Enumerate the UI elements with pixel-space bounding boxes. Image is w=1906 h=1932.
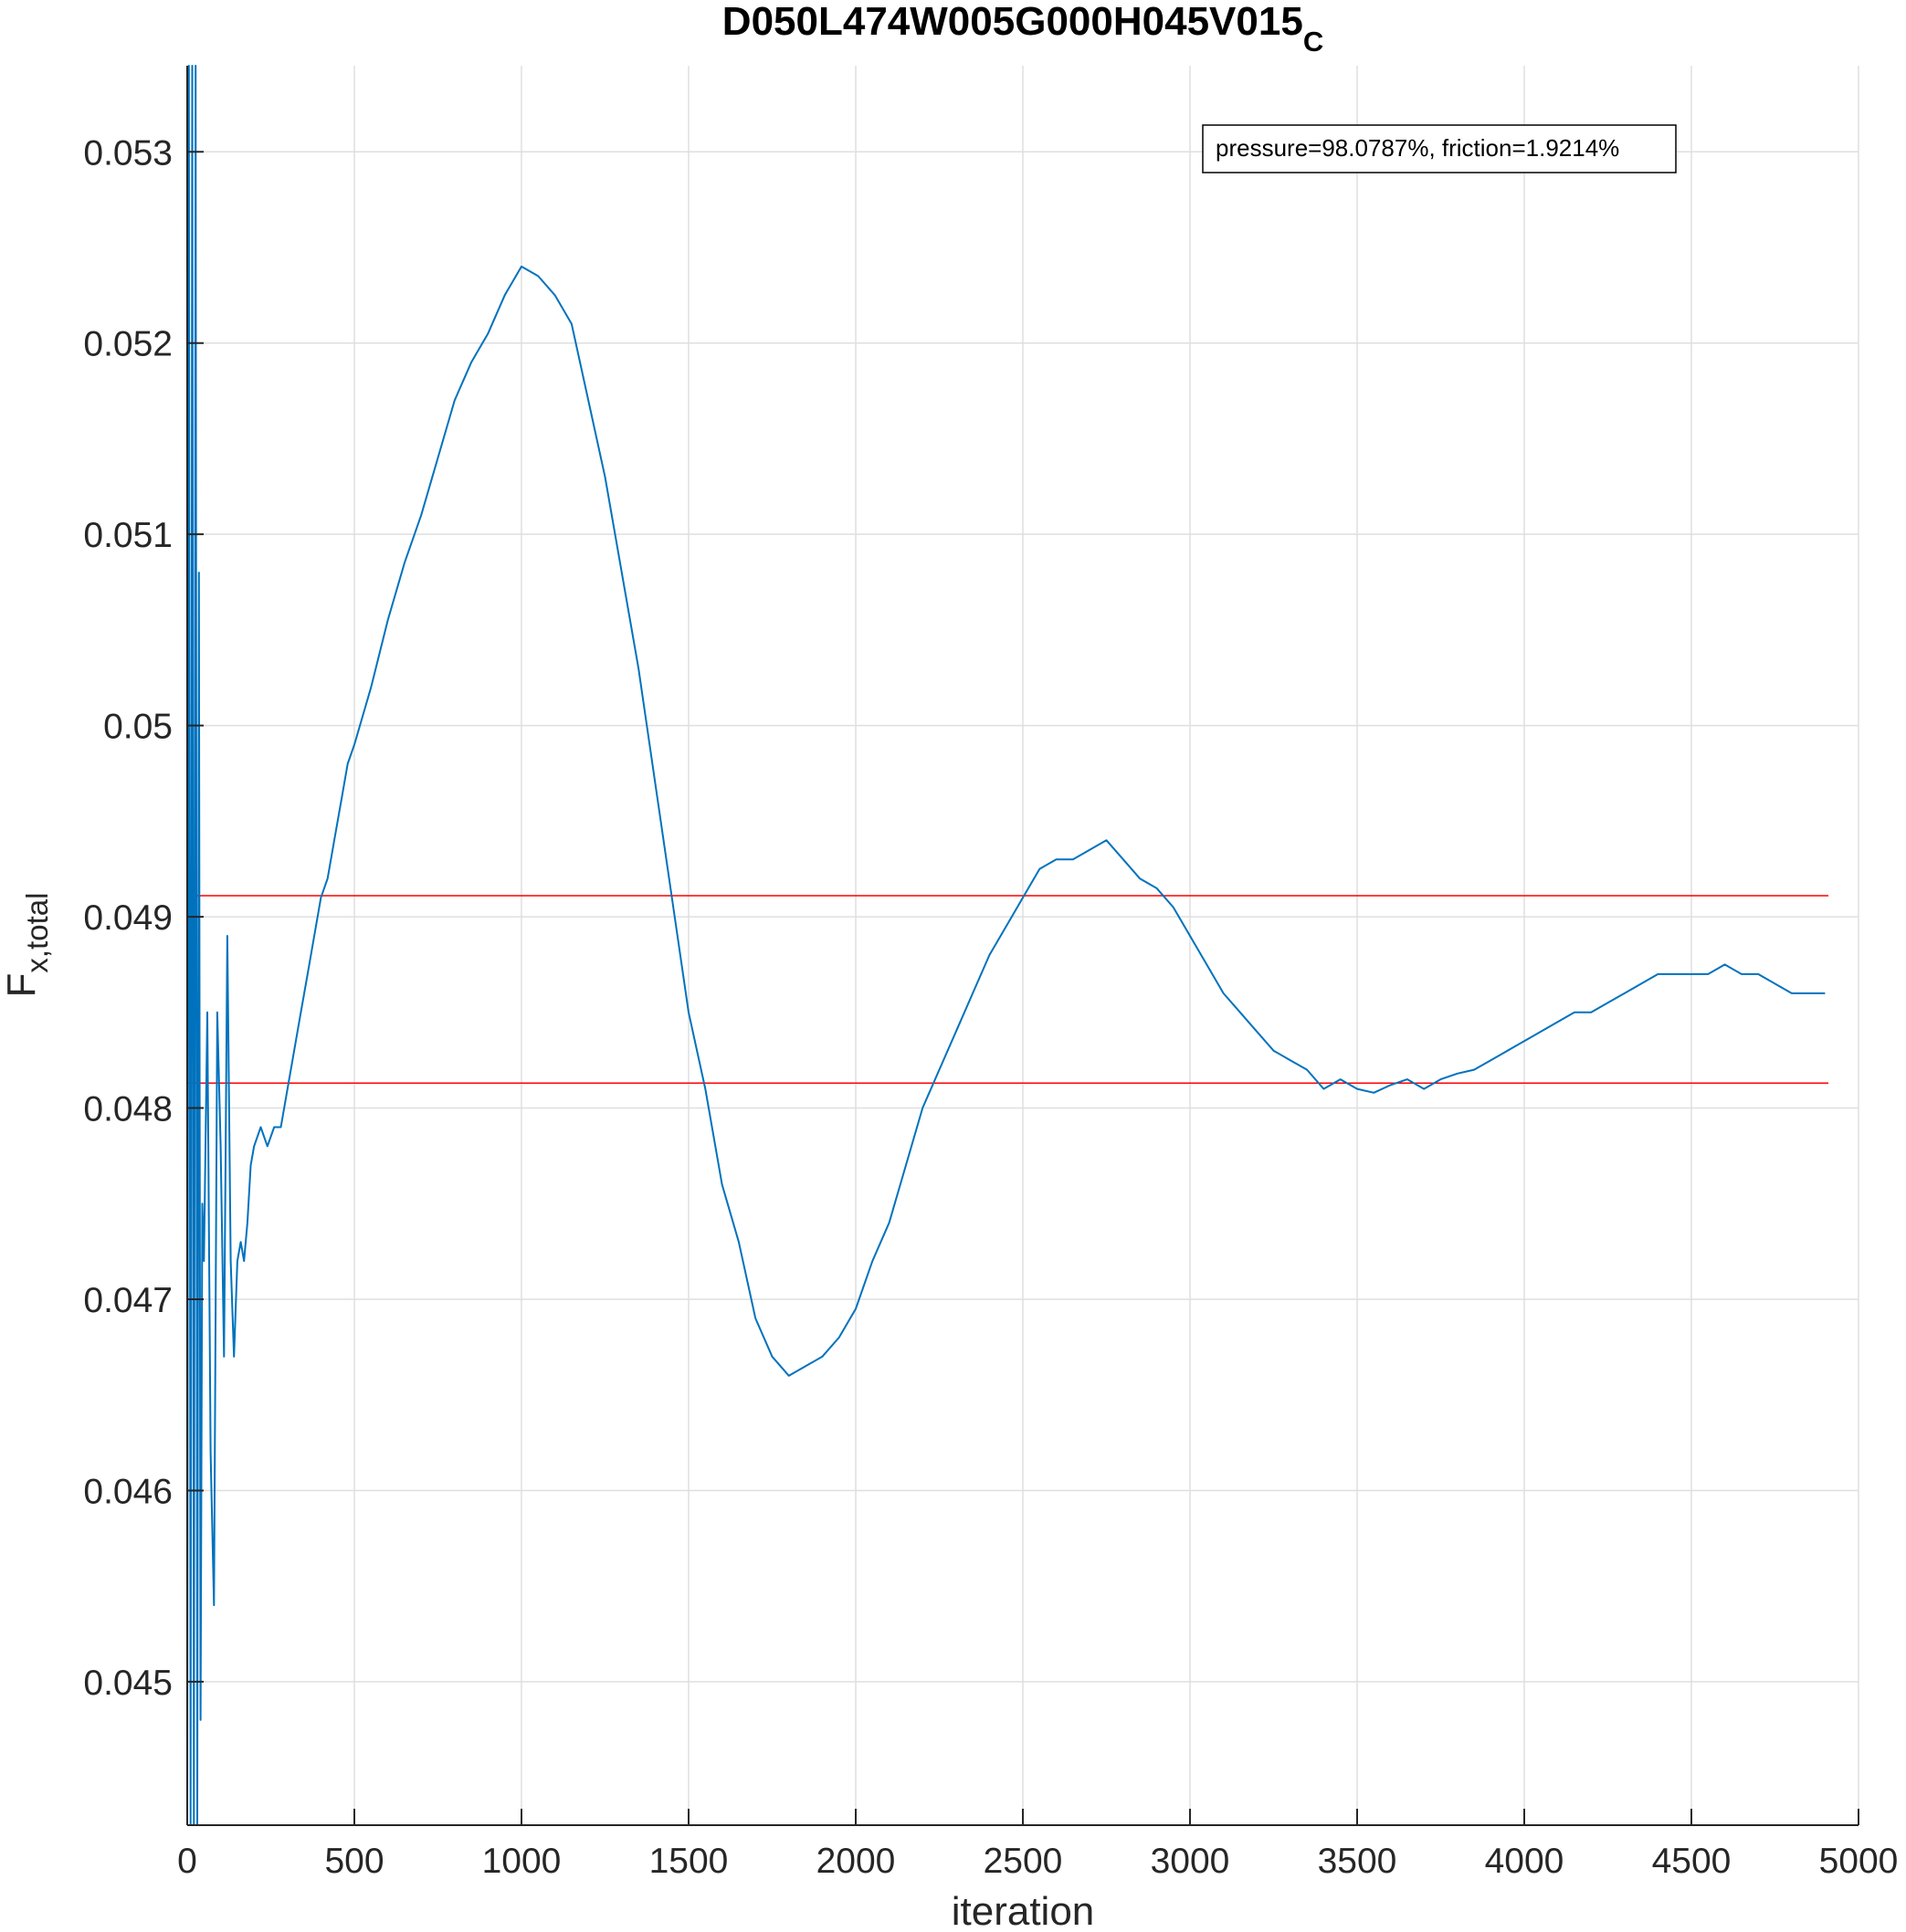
y-tick-label: 0.046	[83, 1472, 173, 1511]
chart-title-subscript: C	[1303, 26, 1323, 58]
y-tick-label: 0.05	[103, 708, 173, 747]
x-tick-label: 3500	[1318, 1842, 1397, 1881]
y-tick-label: 0.048	[83, 1090, 173, 1129]
x-tick-label: 4500	[1652, 1842, 1732, 1881]
chart-title: D050L474W005G000H045V015C	[722, 0, 1323, 58]
y-tick-label: 0.052	[83, 325, 173, 364]
chart-title-main: D050L474W005G000H045V015	[722, 0, 1303, 44]
y-tick-label: 0.045	[83, 1664, 173, 1703]
x-tick-label: 1000	[482, 1842, 562, 1881]
annotation-frame	[1202, 124, 1677, 173]
y-tick-label: 0.049	[83, 898, 173, 938]
y-axis-label-main: F	[0, 973, 44, 998]
y-axis-label: Fx,total	[0, 893, 54, 998]
x-tick-label: 500	[324, 1842, 384, 1881]
y-tick-label: 0.053	[83, 133, 173, 173]
x-tick-label: 0	[177, 1842, 197, 1881]
x-ticks: 0 500 1000 1500 2000 2500 3000 3500 4000 4500 5000	[177, 1809, 1898, 1881]
x-tick-label: 1500	[649, 1842, 729, 1881]
annotation-box: pressure=98.0787%, friction=1.9214%	[1202, 124, 1677, 173]
y-ticks: 0.045 0.046 0.047 0.048 0.049 0.05 0.051 0.052 0…	[83, 133, 204, 1703]
x-axis-label: iteration	[952, 1889, 1095, 1932]
y-tick-label: 0.051	[83, 516, 173, 555]
x-tick-label: 4000	[1485, 1842, 1564, 1881]
series-line	[186, 65, 1826, 1826]
y-tick-label: 0.047	[83, 1281, 173, 1320]
x-tick-label: 5000	[1819, 1842, 1899, 1881]
y-axis-label-subscript: x,total	[20, 893, 54, 973]
series-group	[186, 65, 1826, 1826]
annotation-text: pressure=98.0787%, friction=1.9214%	[1216, 134, 1619, 162]
x-tick-label: 3000	[1151, 1842, 1230, 1881]
grid-lines	[187, 66, 1859, 1825]
x-tick-label: 2000	[816, 1842, 896, 1881]
x-tick-label: 2500	[984, 1842, 1063, 1881]
reference-lines	[187, 895, 1829, 1085]
